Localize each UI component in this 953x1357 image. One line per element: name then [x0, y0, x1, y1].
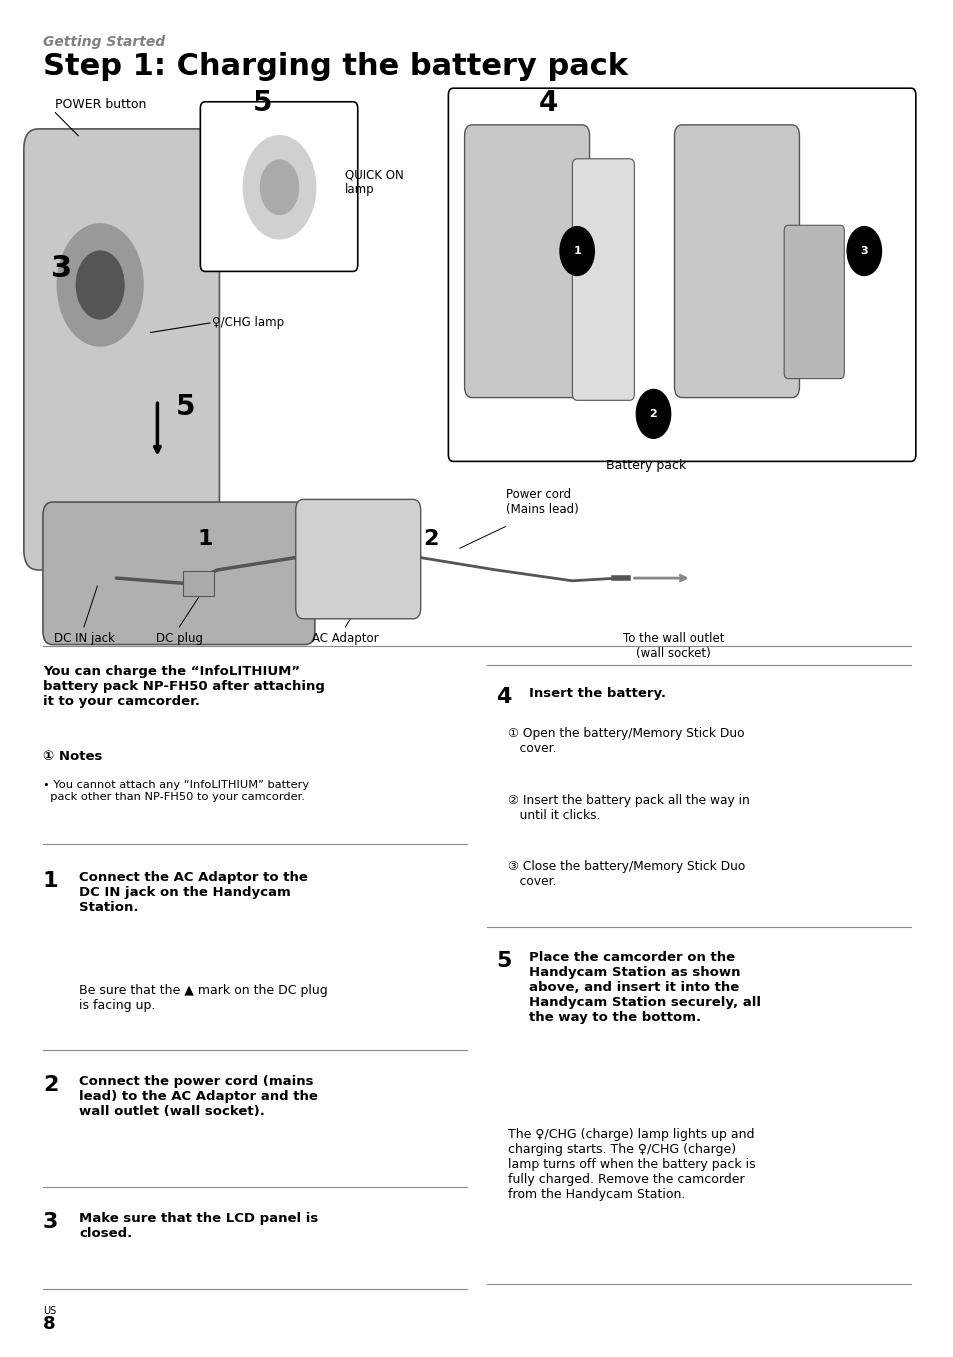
Text: ♀/CHG lamp: ♀/CHG lamp — [212, 316, 284, 330]
Text: ② Insert the battery pack all the way in
   until it clicks.: ② Insert the battery pack all the way in… — [507, 794, 748, 822]
Text: 5: 5 — [176, 394, 195, 421]
Text: 5: 5 — [253, 90, 272, 117]
Circle shape — [243, 136, 315, 239]
Text: 2: 2 — [43, 1075, 58, 1095]
Text: The ♀/CHG (charge) lamp lights up and
charging starts. The ♀/CHG (charge)
lamp t: The ♀/CHG (charge) lamp lights up and ch… — [507, 1128, 755, 1201]
Text: Be sure that the ▲ mark on the DC plug
is facing up.: Be sure that the ▲ mark on the DC plug i… — [79, 984, 328, 1012]
Text: 3: 3 — [860, 246, 867, 256]
Text: 2: 2 — [423, 529, 438, 548]
Text: Place the camcorder on the
Handycam Station as shown
above, and insert it into t: Place the camcorder on the Handycam Stat… — [529, 951, 760, 1025]
FancyBboxPatch shape — [783, 225, 843, 379]
FancyBboxPatch shape — [448, 88, 915, 461]
Text: POWER button: POWER button — [55, 98, 147, 111]
FancyBboxPatch shape — [464, 125, 589, 398]
Text: Make sure that the LCD panel is
closed.: Make sure that the LCD panel is closed. — [79, 1212, 318, 1240]
Text: You can charge the “InfoLITHIUM”
battery pack NP-FH50 after attaching
it to your: You can charge the “InfoLITHIUM” battery… — [43, 665, 324, 708]
Text: 3: 3 — [51, 254, 72, 284]
FancyBboxPatch shape — [200, 102, 357, 271]
Text: Insert the battery.: Insert the battery. — [529, 687, 666, 700]
Text: 2: 2 — [649, 408, 657, 419]
Text: Battery pack: Battery pack — [605, 459, 685, 472]
Text: 1: 1 — [43, 871, 58, 892]
Text: 4: 4 — [496, 687, 511, 707]
FancyBboxPatch shape — [295, 499, 420, 619]
Text: Connect the power cord (mains
lead) to the AC Adaptor and the
wall outlet (wall : Connect the power cord (mains lead) to t… — [79, 1075, 317, 1118]
Circle shape — [559, 227, 594, 275]
FancyBboxPatch shape — [43, 502, 314, 645]
Text: ③ Close the battery/Memory Stick Duo
   cover.: ③ Close the battery/Memory Stick Duo cov… — [507, 860, 744, 889]
Circle shape — [846, 227, 881, 275]
Text: 4: 4 — [538, 90, 558, 117]
Circle shape — [76, 251, 124, 319]
Text: Power cord
(Mains lead): Power cord (Mains lead) — [505, 487, 578, 516]
Text: Getting Started: Getting Started — [43, 35, 165, 49]
Text: • You cannot attach any “InfoLITHIUM” battery
  pack other than NP-FH50 to your : • You cannot attach any “InfoLITHIUM” ba… — [43, 780, 309, 802]
Text: 1: 1 — [573, 246, 580, 256]
Text: ① Notes: ① Notes — [43, 750, 102, 764]
Text: QUICK ON
lamp: QUICK ON lamp — [345, 168, 404, 197]
Text: ① Open the battery/Memory Stick Duo
   cover.: ① Open the battery/Memory Stick Duo cove… — [507, 727, 743, 756]
Circle shape — [636, 389, 670, 438]
Circle shape — [57, 224, 143, 346]
Text: DC IN jack: DC IN jack — [53, 632, 114, 646]
Text: 3: 3 — [43, 1212, 58, 1232]
FancyBboxPatch shape — [572, 159, 634, 400]
Circle shape — [260, 160, 298, 214]
Text: DC plug: DC plug — [155, 632, 203, 646]
Text: US: US — [43, 1307, 56, 1316]
Text: 1: 1 — [197, 529, 213, 548]
FancyBboxPatch shape — [24, 129, 219, 570]
Text: Connect the AC Adaptor to the
DC IN jack on the Handycam
Station.: Connect the AC Adaptor to the DC IN jack… — [79, 871, 308, 915]
Bar — [183, 571, 213, 596]
Text: 8: 8 — [43, 1315, 55, 1333]
Text: 5: 5 — [496, 951, 511, 972]
Text: AC Adaptor: AC Adaptor — [312, 632, 378, 646]
Text: To the wall outlet
(wall socket): To the wall outlet (wall socket) — [622, 632, 723, 661]
Text: Step 1: Charging the battery pack: Step 1: Charging the battery pack — [43, 52, 627, 80]
FancyBboxPatch shape — [674, 125, 799, 398]
